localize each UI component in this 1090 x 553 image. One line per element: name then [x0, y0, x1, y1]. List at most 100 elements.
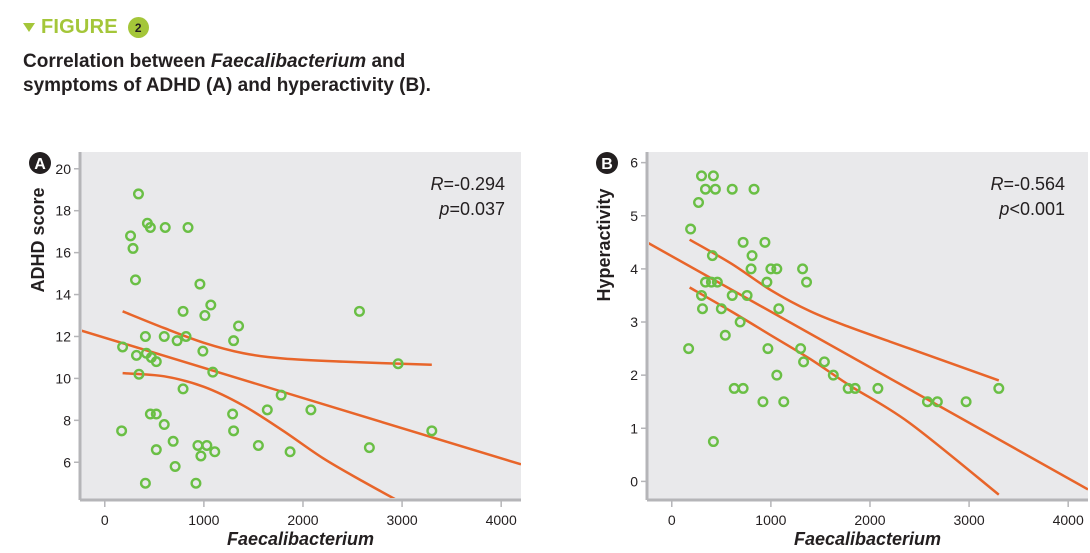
x-axis-title: Faecalibacterium	[227, 529, 374, 549]
y-tick-label: 6	[63, 454, 71, 470]
y-tick-label: 16	[55, 245, 71, 261]
data-point	[761, 276, 773, 288]
y-tick-label: 20	[55, 161, 71, 177]
data-point	[745, 263, 757, 275]
data-point	[993, 382, 1005, 394]
data-point	[705, 276, 717, 288]
data-point	[778, 396, 790, 408]
y-tick-label: 10	[55, 370, 71, 386]
panel-badge	[29, 152, 51, 174]
panel-a: 6 8 10 12 14 16 18 20 0 1000 2000 3000 4000 Faecaliba…	[28, 152, 521, 549]
data-point	[177, 383, 189, 395]
data-point	[129, 274, 141, 286]
data-point	[159, 221, 171, 233]
data-point	[167, 435, 179, 447]
data-point	[931, 396, 943, 408]
data-point	[150, 444, 162, 456]
data-point	[683, 343, 695, 355]
data-point	[139, 477, 151, 489]
y-tick-label: 1	[630, 420, 638, 436]
data-point	[734, 316, 746, 328]
figure-header: FIGURE 2	[23, 16, 149, 39]
caption-suffix: and symptoms of ADHD (A) and hyperactivi…	[23, 51, 431, 96]
data-point	[190, 477, 202, 489]
y-tick-label: 18	[55, 203, 71, 219]
data-point	[771, 369, 783, 381]
data-point	[363, 442, 375, 454]
data-point	[699, 183, 711, 195]
data-point	[797, 263, 809, 275]
data-point	[144, 408, 156, 420]
data-point	[709, 183, 721, 195]
data-point	[706, 250, 718, 262]
triangle-down-icon	[23, 23, 35, 32]
data-point	[693, 196, 705, 208]
data-point	[227, 408, 239, 420]
x-tick-label: 4000	[486, 512, 517, 528]
data-point	[228, 425, 240, 437]
data-point	[726, 183, 738, 195]
data-point	[117, 341, 129, 353]
data-point	[715, 303, 727, 315]
y-tick-label: 0	[630, 473, 638, 489]
data-point	[195, 450, 207, 462]
data-point	[842, 382, 854, 394]
data-point	[711, 276, 723, 288]
x-tick-label: 4000	[1053, 512, 1084, 528]
data-point	[759, 236, 771, 248]
data-point	[696, 289, 708, 301]
x-tick-label: 1000	[188, 512, 219, 528]
data-point	[707, 436, 719, 448]
caption-italic: Faecalibacterium	[210, 51, 367, 72]
y-tick-label: 6	[630, 155, 638, 171]
data-point	[305, 404, 317, 416]
data-point	[209, 446, 221, 458]
data-point	[719, 329, 731, 341]
data-point	[130, 349, 142, 361]
data-point	[205, 299, 217, 311]
x-tick-label: 0	[101, 512, 109, 528]
data-point	[849, 382, 861, 394]
data-point	[921, 396, 933, 408]
data-point	[116, 425, 128, 437]
stat-r: R=-0.294	[430, 174, 505, 194]
data-point	[771, 263, 783, 275]
ci-upper-line	[122, 310, 432, 367]
data-point	[353, 305, 365, 317]
data-point	[827, 369, 839, 381]
data-point	[233, 320, 245, 332]
figure-label: FIGURE	[41, 16, 118, 38]
data-point	[696, 303, 708, 315]
y-axis-title: ADHD score	[28, 187, 48, 292]
panel-badge	[596, 152, 618, 174]
y-tick-label: 8	[63, 412, 71, 428]
x-tick-label: 0	[668, 512, 676, 528]
data-point	[685, 223, 697, 235]
data-point	[798, 356, 810, 368]
data-point	[139, 330, 151, 342]
y-tick-label: 3	[630, 314, 638, 330]
data-point	[127, 242, 139, 254]
x-tick-label: 3000	[387, 512, 418, 528]
data-point	[762, 343, 774, 355]
data-point	[765, 263, 777, 275]
ci-upper-line	[688, 238, 1000, 382]
y-axis-title: Hyperactivity	[594, 188, 614, 301]
data-point	[144, 221, 156, 233]
data-point	[158, 330, 170, 342]
data-point	[275, 389, 287, 401]
figure-number-badge: 2	[127, 17, 149, 38]
data-point	[177, 305, 189, 317]
panel-b: 0 1 2 3 4 5 6 0 1000 2000 3000 4000 Faecalibacterium…	[594, 152, 1088, 549]
data-point	[261, 404, 273, 416]
y-tick-label: 5	[630, 208, 638, 224]
data-point	[228, 335, 240, 347]
data-point	[872, 382, 884, 394]
data-point	[182, 221, 194, 233]
data-point	[707, 170, 719, 182]
data-point	[426, 425, 438, 437]
stat-p: p<0.001	[998, 199, 1065, 219]
data-point	[737, 236, 749, 248]
data-point	[199, 310, 211, 322]
